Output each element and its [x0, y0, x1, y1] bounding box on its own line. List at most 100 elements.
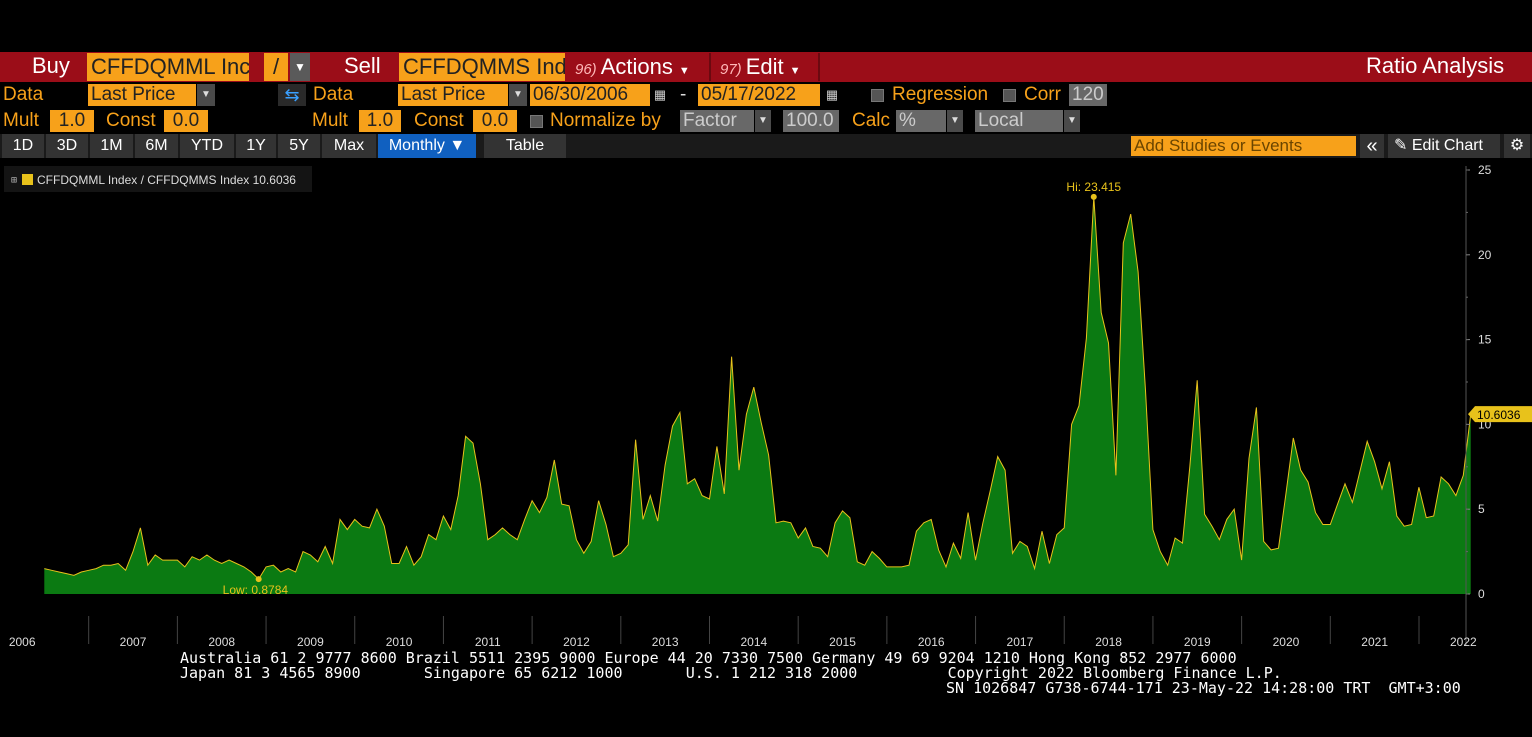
- series-area: [44, 196, 1471, 594]
- left-data-select[interactable]: Last Price: [88, 84, 196, 106]
- factor-field[interactable]: 100.0: [783, 110, 839, 132]
- normalize-label: Normalize by: [550, 110, 661, 131]
- regression-label: Regression: [892, 84, 989, 105]
- legend-label: CFFDQMML Index / CFFDQMMS Index 10.6036: [37, 173, 296, 187]
- edit-chart-label: Edit Chart: [1411, 137, 1483, 154]
- x-tick-label: 2021: [1361, 635, 1388, 649]
- y-tick-label: 15: [1478, 333, 1492, 347]
- calc-select[interactable]: %: [896, 110, 946, 132]
- x-tick-label: 2014: [740, 635, 767, 649]
- range-3d[interactable]: 3D: [46, 134, 88, 158]
- range-max[interactable]: Max: [322, 134, 376, 158]
- chevron-down-icon[interactable]: ▼: [197, 84, 215, 106]
- buy-label: Buy: [32, 53, 70, 78]
- edit-menu[interactable]: 97) Edit ▼: [720, 54, 801, 79]
- chevron-down-icon[interactable]: ▼: [509, 84, 527, 106]
- currency-select[interactable]: Local: [975, 110, 1063, 132]
- normalize-checkbox[interactable]: [530, 115, 543, 128]
- mult-field[interactable]: 1.0: [50, 110, 94, 132]
- regression-checkbox[interactable]: [871, 89, 884, 102]
- x-tick-label: 2019: [1184, 635, 1211, 649]
- const2-field[interactable]: 0.0: [473, 110, 517, 132]
- edit-chart-button[interactable]: ✎ Edit Chart: [1388, 134, 1500, 158]
- mult2-label: Mult: [312, 110, 348, 131]
- low-label: Low: 0.8784: [223, 583, 289, 597]
- x-tick-label: 2006: [9, 635, 36, 649]
- calendar-icon[interactable]: ▦: [653, 87, 667, 102]
- x-tick-label: 2016: [918, 635, 945, 649]
- chevron-down-icon[interactable]: ▼: [755, 110, 771, 132]
- buy-ticker-field[interactable]: CFFDQMML Inc: [87, 53, 249, 81]
- corr-checkbox[interactable]: [1003, 89, 1016, 102]
- x-tick-label: 2020: [1273, 635, 1300, 649]
- last-value-tag: [1468, 406, 1532, 423]
- swap-icon[interactable]: ⇆: [278, 84, 306, 106]
- hi-label: Hi: 23.415: [1066, 180, 1121, 194]
- const2-label: Const: [414, 110, 464, 131]
- date-separator: -: [680, 84, 687, 105]
- calendar-icon[interactable]: ▦: [825, 87, 839, 102]
- sell-label: Sell: [344, 53, 381, 78]
- settings-row-2: Mult 1.0 Const 0.0 Mult 1.0 Const 0.0 No…: [0, 109, 1532, 133]
- page-title: Ratio Analysis: [1366, 53, 1505, 78]
- operator-field[interactable]: /: [264, 53, 288, 81]
- x-tick-label: 2017: [1007, 635, 1034, 649]
- const-field[interactable]: 0.0: [164, 110, 208, 132]
- chevron-down-icon[interactable]: ▼: [1064, 110, 1080, 132]
- low-marker: [255, 576, 262, 583]
- x-tick-label: 2022: [1450, 635, 1477, 649]
- x-tick-label: 2015: [829, 635, 856, 649]
- start-date-field[interactable]: 06/30/2006: [530, 84, 650, 106]
- corr-label: Corr: [1024, 84, 1061, 105]
- range-1m[interactable]: 1M: [90, 134, 133, 158]
- data-label: Data: [3, 84, 44, 105]
- x-tick-label: 2010: [386, 635, 413, 649]
- collapse-icon[interactable]: «: [1360, 134, 1384, 158]
- chevron-down-icon[interactable]: ▼: [947, 110, 963, 132]
- legend-background: [4, 166, 312, 192]
- pencil-icon: ✎: [1394, 137, 1408, 154]
- sell-ticker-field[interactable]: CFFDQMMS Ind: [399, 53, 565, 81]
- calc-label: Calc: [852, 110, 891, 131]
- separator: [709, 53, 711, 81]
- footer-line-2: Japan 81 3 4565 8900 Singapore 65 6212 1…: [180, 664, 1282, 682]
- normalize-select[interactable]: Factor: [680, 110, 754, 132]
- command-bar: Buy CFFDQMML Inc / ▼ Sell CFFDQMMS Ind 9…: [0, 52, 1532, 82]
- const-label: Const: [106, 110, 156, 131]
- separator: [818, 53, 820, 81]
- y-tick-label: 20: [1478, 248, 1492, 262]
- y-tick-label: 0: [1478, 587, 1485, 601]
- table-button[interactable]: Table: [484, 134, 566, 158]
- y-tick-label: 5: [1478, 502, 1485, 516]
- legend-expand-icon[interactable]: ⊞: [11, 175, 17, 186]
- studies-input[interactable]: Add Studies or Events: [1131, 136, 1356, 156]
- x-tick-label: 2012: [563, 635, 590, 649]
- legend-swatch: [22, 174, 33, 185]
- hi-marker: [1090, 193, 1097, 200]
- operator-dropdown-icon[interactable]: ▼: [290, 53, 310, 81]
- right-data-label: Data: [313, 84, 354, 105]
- mult-label: Mult: [3, 110, 39, 131]
- range-1y[interactable]: 1Y: [236, 134, 276, 158]
- period-dropdown[interactable]: Monthly ▼: [378, 134, 476, 158]
- y-tick-label: 25: [1478, 163, 1492, 177]
- top-spacer: [0, 0, 1532, 52]
- x-tick-label: 2009: [297, 635, 324, 649]
- x-tick-label: 2018: [1095, 635, 1122, 649]
- right-data-select[interactable]: Last Price: [398, 84, 508, 106]
- range-1d[interactable]: 1D: [2, 134, 44, 158]
- corr-window-field[interactable]: 120: [1069, 84, 1107, 106]
- end-date-field[interactable]: 05/17/2022: [698, 84, 820, 106]
- footer-line-1: Australia 61 2 9777 8600 Brazil 5511 239…: [180, 649, 1237, 667]
- x-tick-label: 2007: [120, 635, 147, 649]
- range-6m[interactable]: 6M: [135, 134, 178, 158]
- series-line: [44, 196, 1472, 580]
- x-tick-label: 2011: [475, 635, 501, 649]
- range-ytd[interactable]: YTD: [180, 134, 234, 158]
- footer-line-3: SN 1026847 G738-6744-171 23-May-22 14:28…: [946, 679, 1461, 697]
- mult2-field[interactable]: 1.0: [359, 110, 401, 132]
- actions-menu[interactable]: 96) Actions ▼: [575, 54, 690, 79]
- range-5y[interactable]: 5Y: [278, 134, 320, 158]
- gear-icon[interactable]: ⚙: [1504, 134, 1530, 158]
